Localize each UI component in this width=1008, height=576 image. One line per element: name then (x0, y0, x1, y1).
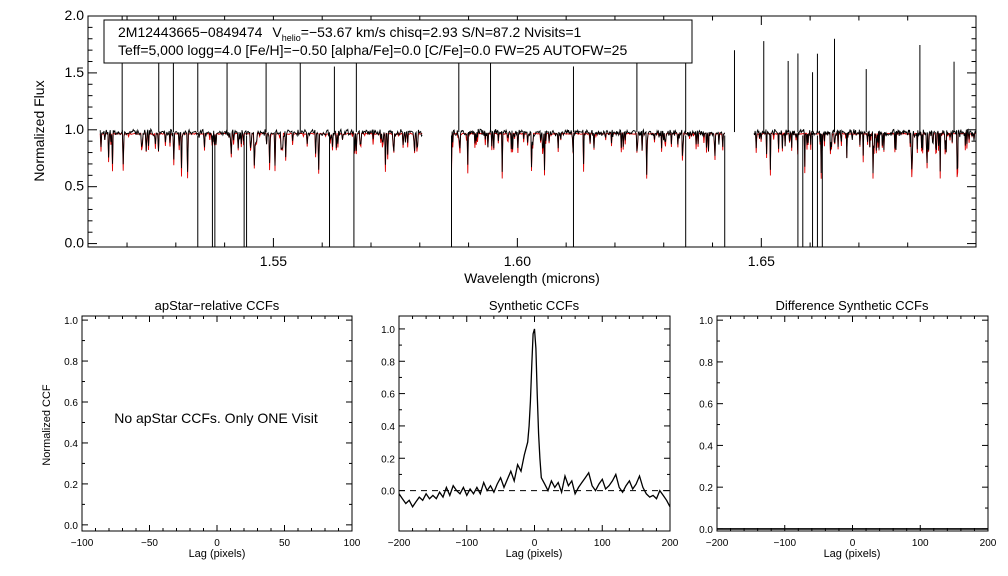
synthetic-ytick-label: 0.2 (381, 454, 395, 465)
synthetic-xtick-label: 0 (532, 538, 538, 549)
synthetic-ytick-label: 0.0 (381, 487, 395, 498)
synthetic-ytick-label: 1.0 (381, 325, 395, 336)
difference-xlabel: Lag (pixels) (824, 548, 881, 560)
synthetic-ytick-label: 0.6 (381, 390, 395, 401)
apstar-xtick-label: 50 (279, 538, 291, 549)
spectrum-xtick-label: 1.65 (748, 253, 775, 269)
synthetic-title: Synthetic CCFs (489, 298, 580, 313)
apstar-ytick-label: 1.0 (64, 316, 78, 327)
difference-ytick-label: 0.0 (699, 525, 713, 536)
spectrum-ytick-label: 0.0 (65, 235, 85, 251)
synthetic-frame (398, 315, 671, 532)
observed-spectrum-chip-3 (753, 128, 976, 174)
apstar-xlabel: Lag (pixels) (189, 548, 246, 560)
difference-xtick-label: 100 (912, 538, 929, 549)
difference-ytick-label: 0.4 (699, 441, 713, 452)
spectrum-ytick-label: 1.0 (65, 121, 85, 137)
difference-xtick-label: −200 (706, 538, 729, 549)
spectrum-xtick-label: 1.60 (504, 253, 531, 269)
spectrum-panel: 1.55 1.60 1.65 0.0 0.5 1.0 1.5 2.0 2M12443665−0… (31, 7, 977, 286)
apstar-ytick-label: 0.8 (64, 357, 78, 368)
apstar-xtick-label: −50 (141, 538, 158, 549)
apstar-xtick-label: 0 (214, 538, 220, 549)
synthetic-xtick-label: 100 (594, 538, 611, 549)
difference-ticks: −200 −100 0 100 200 0.0 0.2 0.4 0.6 0.8 1.0 (699, 316, 997, 549)
synthetic-xtick-label: 200 (662, 538, 679, 549)
spectrum-xtick-label: 1.55 (260, 253, 287, 269)
difference-ytick-label: 0.8 (699, 358, 713, 369)
apstar-title: apStar−relative CCFs (155, 298, 280, 313)
spectrum-ticks: 1.55 1.60 1.65 0.0 0.5 1.0 1.5 2.0 (65, 7, 976, 269)
model-spectrum-chip-1 (99, 132, 423, 179)
apstar-ytick-label: 0.2 (64, 480, 78, 491)
apstar-ytick-label: 0.4 (64, 439, 78, 450)
annotation-line-1-rest: =−53.67 km/s chisq=2.93 S/N=87.2 Nvisits… (301, 24, 582, 40)
spectrum-ytick-label: 2.0 (65, 7, 85, 23)
star-id: 2M12443665−0849474 (118, 24, 263, 40)
observed-spectrum-chip-1 (99, 127, 423, 172)
spectrum-xlabel: Wavelength (microns) (464, 270, 600, 286)
v-subscript: helio (282, 33, 301, 43)
apstar-message: No apStar CCFs. Only ONE Visit (114, 410, 318, 426)
difference-ytick-label: 0.2 (699, 483, 713, 494)
synthetic-xtick-label: −100 (455, 538, 478, 549)
synthetic-ccf-panel: −200 −100 0 100 200 0.0 0.2 0.4 0.6 0.8 1.0 Synthe… (381, 298, 679, 560)
observed-spectrum-chip-2 (451, 128, 726, 175)
difference-ytick-label: 0.6 (699, 400, 713, 411)
v-symbol: V (272, 24, 282, 40)
apstar-ylabel: Normalized CCF (41, 384, 53, 466)
difference-ccf-panel: −200 −100 0 100 200 0.0 0.2 0.4 0.6 0.8 1.0 Differ… (699, 298, 997, 560)
difference-frame (716, 315, 989, 532)
observed-spectrum-series (99, 16, 976, 247)
apstar-ytick-label: 0.6 (64, 398, 78, 409)
difference-xtick-label: 200 (980, 538, 997, 549)
synthetic-ytick-label: 0.8 (381, 357, 395, 368)
spectrum-ylabel: Normalized Flux (31, 80, 47, 181)
difference-ytick-label: 1.0 (699, 316, 713, 327)
synthetic-ticks: −200 −100 0 100 200 0.0 0.2 0.4 0.6 0.8 1.0 (381, 316, 679, 549)
difference-xtick-label: 0 (850, 538, 856, 549)
apstar-ytick-label: 0.0 (64, 521, 78, 532)
difference-title: Difference Synthetic CCFs (776, 298, 929, 313)
annotation-box (103, 19, 693, 64)
difference-xtick-label: −100 (773, 538, 796, 549)
spectrum-frame (87, 15, 977, 248)
annotation-line-2: Teff=5,000 logg=4.0 [Fe/H]=−0.50 [alpha/… (118, 42, 627, 58)
apstar-xtick-label: 100 (344, 538, 361, 549)
synthetic-ccf-line (398, 328, 671, 509)
spectrum-ytick-label: 1.5 (65, 64, 85, 80)
annotation-line-1: 2M12443665−0849474 Vhelio=−53.67 km/s chi… (118, 24, 582, 43)
model-spectrum-chip-3 (753, 131, 976, 179)
synthetic-ytick-label: 0.4 (381, 422, 395, 433)
apstar-ccf-panel: −100 −50 0 50 100 0.0 0.2 0.4 0.6 0.8 1.0 apStar−r… (41, 298, 361, 560)
spectrum-ytick-label: 0.5 (65, 178, 85, 194)
model-spectrum-series (99, 131, 976, 179)
synthetic-ccf-series (398, 328, 671, 509)
apstar-xtick-label: −100 (71, 538, 94, 549)
synthetic-xlabel: Lag (pixels) (506, 548, 563, 560)
apstar-ticks: −100 −50 0 50 100 0.0 0.2 0.4 0.6 0.8 1.0 (64, 316, 361, 549)
synthetic-xtick-label: −200 (388, 538, 411, 549)
